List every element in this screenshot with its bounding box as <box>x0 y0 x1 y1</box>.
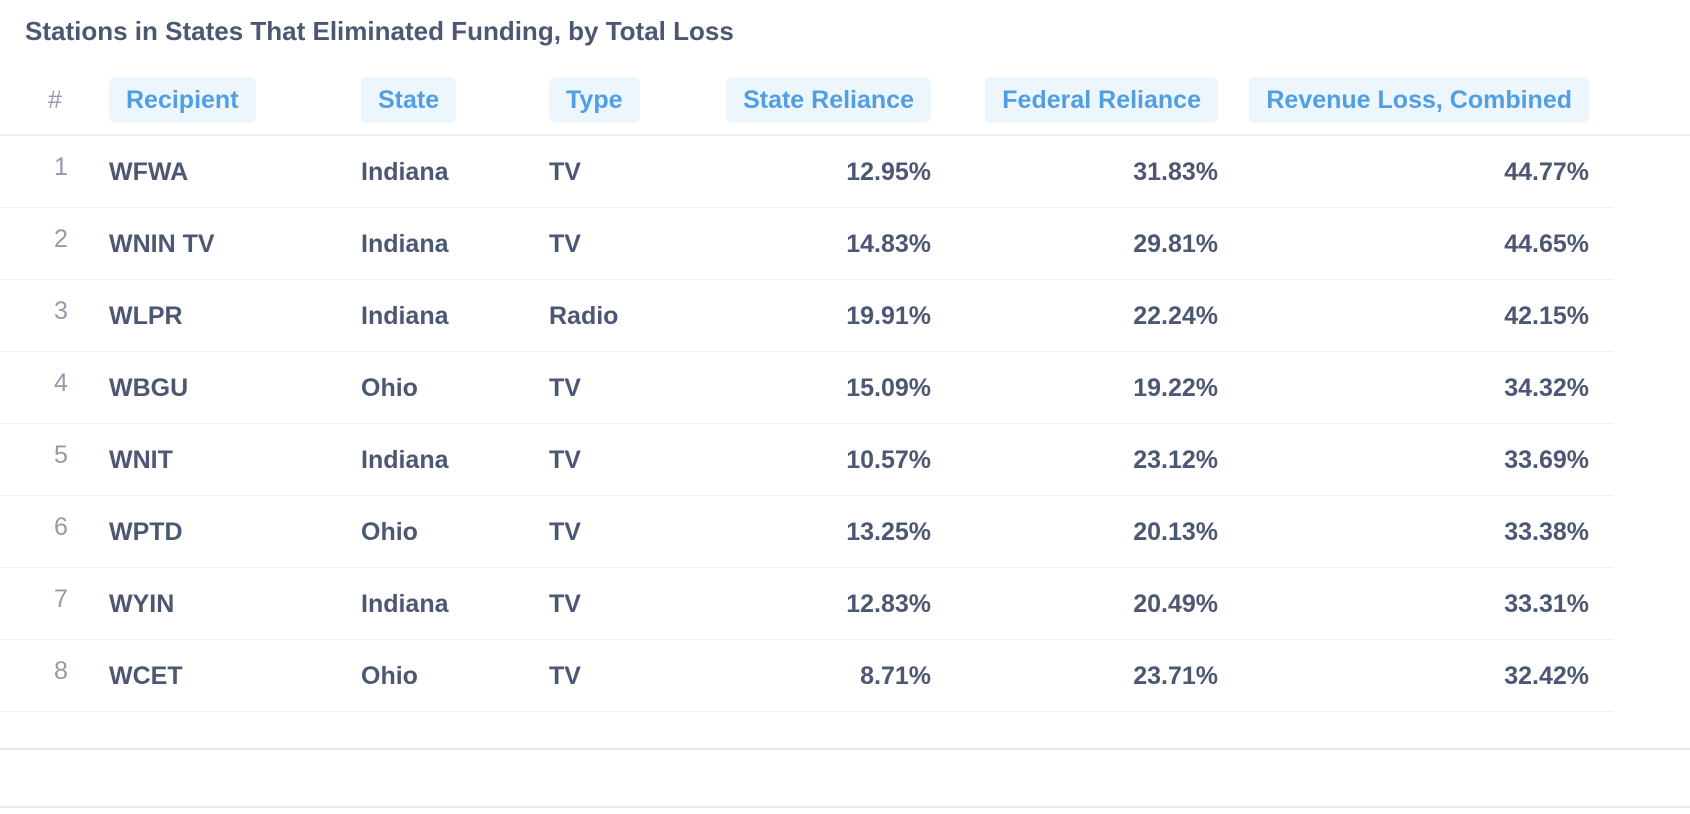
cell-type: TV <box>549 590 581 618</box>
row-index: 5 <box>54 441 68 469</box>
index-column-header: # <box>48 86 62 114</box>
cell-type: Radio <box>549 302 619 330</box>
row-index: 7 <box>54 585 68 613</box>
cell-state-reliance: 14.83% <box>846 230 931 258</box>
table-row: 7 WYIN Indiana TV 12.83% 20.49% 33.31% <box>0 568 1612 640</box>
cell-state-reliance: 12.95% <box>846 158 931 186</box>
cell-type: TV <box>549 230 581 258</box>
cell-revenue-loss: 42.15% <box>1504 302 1589 330</box>
cell-type: TV <box>549 446 581 474</box>
cell-recipient: WPTD <box>109 518 183 546</box>
row-index: 2 <box>54 225 68 253</box>
row-index: 4 <box>54 369 68 397</box>
cell-revenue-loss: 33.38% <box>1504 518 1589 546</box>
column-header-revenue-loss[interactable]: Revenue Loss, Combined <box>1249 77 1589 123</box>
cell-recipient: WNIN TV <box>109 230 215 258</box>
cell-type: TV <box>549 158 581 186</box>
column-header-state[interactable]: State <box>361 77 457 123</box>
cell-type: TV <box>549 374 581 402</box>
table-title: Stations in States That Eliminated Fundi… <box>25 16 734 46</box>
cell-federal-reliance: 20.49% <box>1133 590 1218 618</box>
row-index: 8 <box>54 657 68 685</box>
table-footer-divider <box>0 748 1690 750</box>
cell-federal-reliance: 31.83% <box>1133 158 1218 186</box>
cell-state: Ohio <box>361 662 418 690</box>
table-header: # Recipient State Type State Reliance Fe… <box>0 74 1690 136</box>
column-header-type[interactable]: Type <box>549 77 640 123</box>
cell-type: TV <box>549 662 581 690</box>
column-header-recipient[interactable]: Recipient <box>109 77 256 123</box>
cell-state: Indiana <box>361 302 449 330</box>
cell-state-reliance: 8.71% <box>860 662 931 690</box>
column-header-state-reliance[interactable]: State Reliance <box>726 77 931 123</box>
cell-federal-reliance: 29.81% <box>1133 230 1218 258</box>
cell-type: TV <box>549 518 581 546</box>
table-row: 8 WCET Ohio TV 8.71% 23.71% 32.42% <box>0 640 1612 712</box>
row-index: 1 <box>54 153 68 181</box>
table-row: 5 WNIT Indiana TV 10.57% 23.12% 33.69% <box>0 424 1612 496</box>
cell-federal-reliance: 23.12% <box>1133 446 1218 474</box>
cell-recipient: WFWA <box>109 158 189 186</box>
cell-recipient: WBGU <box>109 374 189 402</box>
column-header-federal-reliance[interactable]: Federal Reliance <box>985 77 1218 123</box>
cell-revenue-loss: 44.65% <box>1504 230 1589 258</box>
cell-state: Ohio <box>361 374 418 402</box>
cell-recipient: WNIT <box>109 446 173 474</box>
cell-revenue-loss: 33.69% <box>1504 446 1589 474</box>
cell-revenue-loss: 34.32% <box>1504 374 1589 402</box>
cell-revenue-loss: 32.42% <box>1504 662 1589 690</box>
table-row: 1 WFWA Indiana TV 12.95% 31.83% 44.77% <box>0 136 1612 208</box>
cell-federal-reliance: 20.13% <box>1133 518 1218 546</box>
cell-state: Indiana <box>361 230 449 258</box>
cell-revenue-loss: 44.77% <box>1504 158 1589 186</box>
cell-state-reliance: 19.91% <box>846 302 931 330</box>
row-index: 3 <box>54 297 68 325</box>
table-row: 4 WBGU Ohio TV 15.09% 19.22% 34.32% <box>0 352 1612 424</box>
cell-state: Indiana <box>361 590 449 618</box>
cell-revenue-loss: 33.31% <box>1504 590 1589 618</box>
table-row: 3 WLPR Indiana Radio 19.91% 22.24% 42.15% <box>0 280 1612 352</box>
cell-recipient: WLPR <box>109 302 183 330</box>
cell-state: Indiana <box>361 158 449 186</box>
table-row: 6 WPTD Ohio TV 13.25% 20.13% 33.38% <box>0 496 1612 568</box>
cell-state-reliance: 13.25% <box>846 518 931 546</box>
cell-state-reliance: 12.83% <box>846 590 931 618</box>
cell-state: Indiana <box>361 446 449 474</box>
cell-federal-reliance: 19.22% <box>1133 374 1218 402</box>
table-row: 2 WNIN TV Indiana TV 14.83% 29.81% 44.65% <box>0 208 1612 280</box>
cell-recipient: WYIN <box>109 590 175 618</box>
cell-federal-reliance: 22.24% <box>1133 302 1218 330</box>
cell-federal-reliance: 23.71% <box>1133 662 1218 690</box>
cell-state-reliance: 15.09% <box>846 374 931 402</box>
cell-state: Ohio <box>361 518 418 546</box>
cell-state-reliance: 10.57% <box>846 446 931 474</box>
cell-recipient: WCET <box>109 662 183 690</box>
row-index: 6 <box>54 513 68 541</box>
